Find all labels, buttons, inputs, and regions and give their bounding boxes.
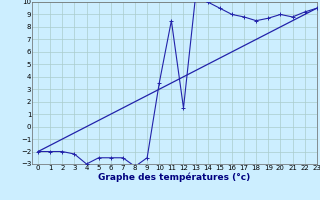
X-axis label: Graphe des températures (°c): Graphe des températures (°c) xyxy=(98,172,251,182)
